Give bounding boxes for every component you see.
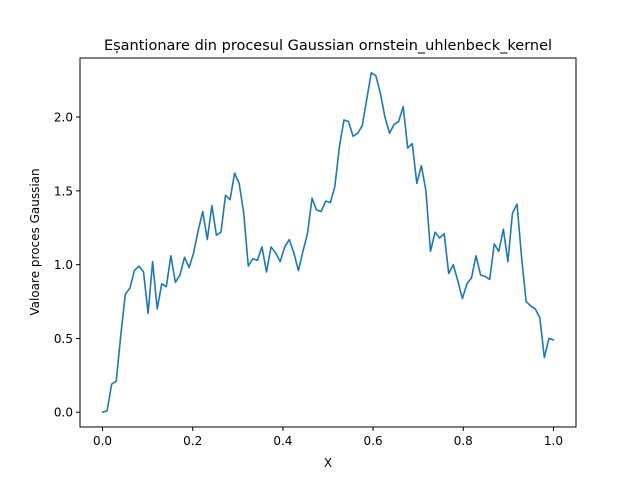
- y-tick-label: 2.0: [54, 111, 73, 125]
- plot-frame: [79, 57, 577, 428]
- x-tick-label: 1.0: [544, 434, 563, 448]
- chart-marks: [101, 71, 555, 414]
- plot-area: [80, 58, 576, 427]
- x-tick-label: 0.8: [454, 434, 473, 448]
- x-tick-label: 0.0: [93, 434, 112, 448]
- x-tick-label: 0.2: [183, 434, 202, 448]
- series-line: [101, 71, 555, 414]
- axis-ticks: 0.0 0.2 0.4 0.6 0.8 1.0 0.0 0.5 1.0 1.5 2.0: [54, 111, 563, 448]
- y-tick-label: 1.0: [54, 258, 73, 272]
- x-tick-label: 0.4: [273, 434, 292, 448]
- x-axis-label: X: [324, 456, 332, 470]
- y-tick-label: 0.0: [54, 406, 73, 420]
- x-tick-label: 0.6: [364, 434, 383, 448]
- chart-title: Eșantionare din procesul Gaussian ornste…: [104, 38, 552, 54]
- y-axis-label: Valoare proces Gaussian: [28, 168, 42, 315]
- y-tick-label: 0.5: [54, 332, 73, 346]
- y-tick-label: 1.5: [54, 184, 73, 198]
